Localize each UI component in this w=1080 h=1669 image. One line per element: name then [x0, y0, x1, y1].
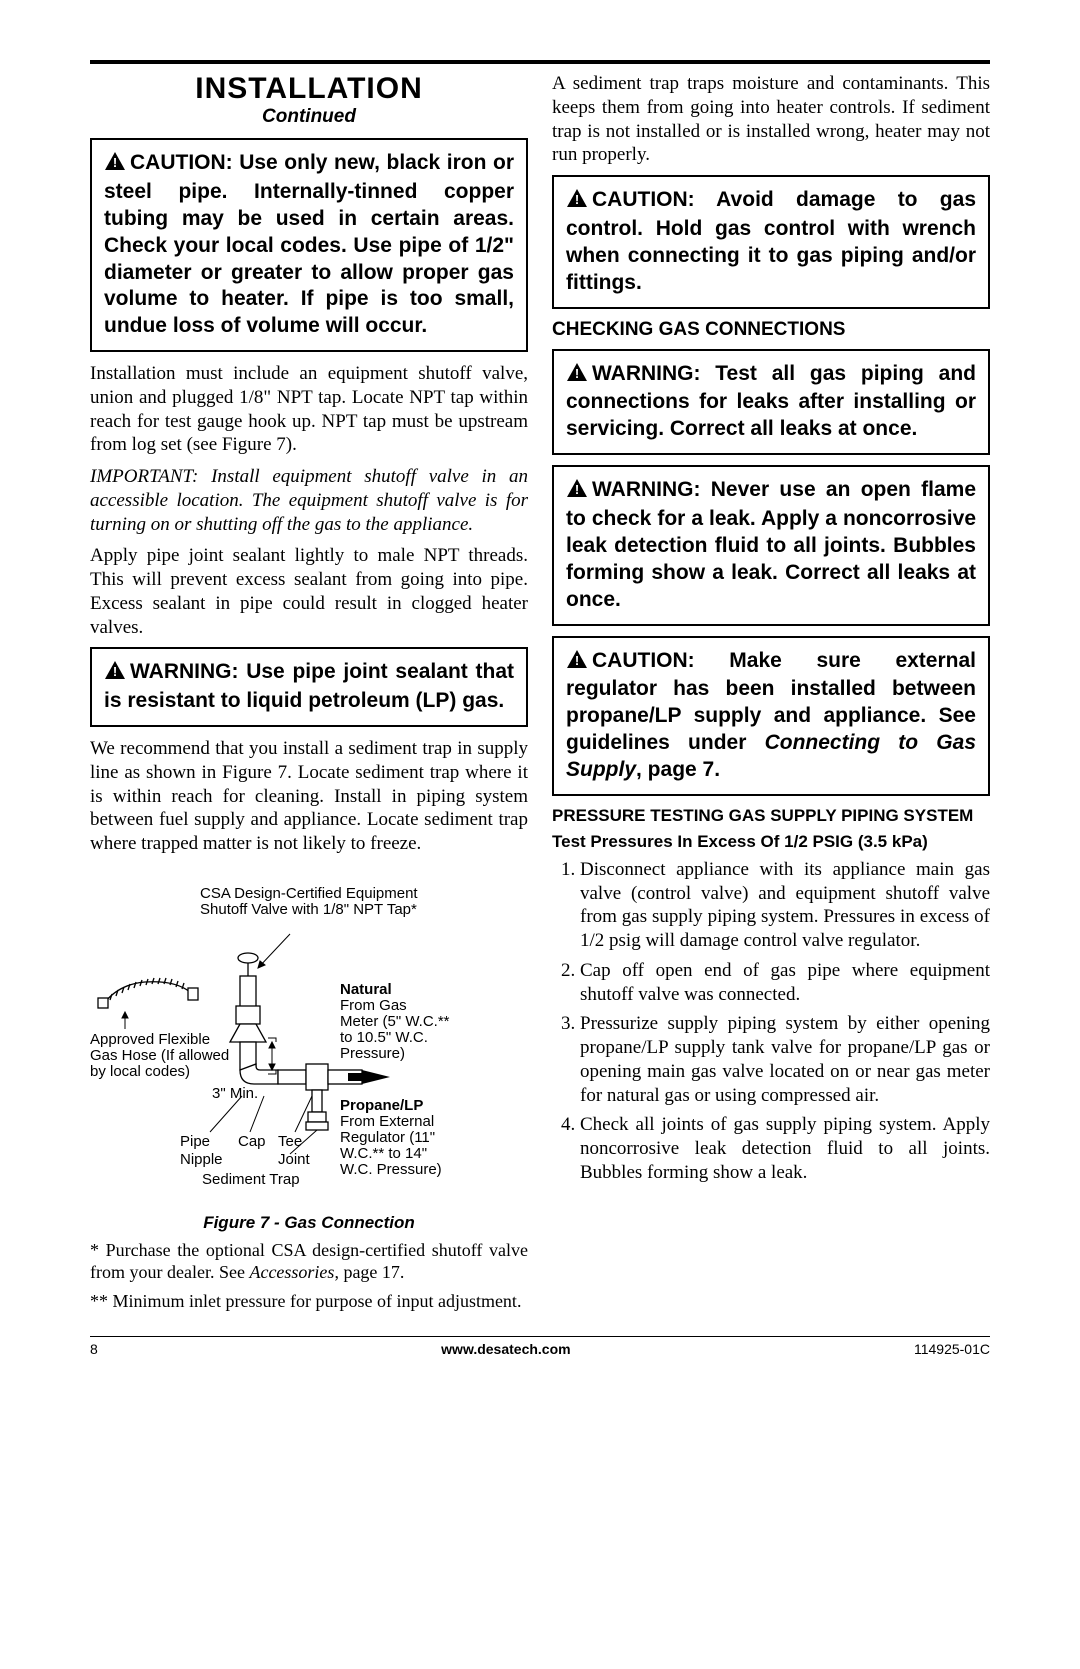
warning-box-test-piping: ! WARNING: Test all gas piping and conne…: [552, 349, 990, 456]
footer-site: www.desatech.com: [441, 1341, 570, 1357]
svg-text:!: !: [575, 366, 579, 381]
label-cap: Cap: [238, 1133, 266, 1150]
svg-text:!: !: [575, 653, 579, 668]
page-title: INSTALLATION: [90, 72, 528, 106]
label-natural-body: From GasMeter (5" W.C.**to 10.5" W.C.Pre…: [340, 997, 450, 1062]
gas-connection-diagram: CSA Design-Certified EquipmentShutoff Va…: [90, 864, 520, 1204]
install-para-2: Apply pipe joint sealant lightly to male…: [90, 544, 528, 639]
label-propane-body: From ExternalRegulator (11"W.C.** to 14"…: [340, 1113, 442, 1178]
content-columns: INSTALLATION Continued ! CAUTION: Use on…: [90, 72, 990, 1318]
caution-box-pipe: ! CAUTION: Use only new, black iron or s…: [90, 138, 528, 352]
caution-text: CAUTION: Use only new, black iron or ste…: [104, 151, 514, 337]
list-item: Cap off open end of gas pipe where equip…: [580, 959, 990, 1007]
footnote-1b: , page 17.: [334, 1262, 404, 1282]
caution-box-gas-control: ! CAUTION: Avoid damage to gas control. …: [552, 175, 990, 309]
page-footer: 8 www.desatech.com 114925-01C: [90, 1336, 990, 1357]
svg-text:!: !: [575, 192, 579, 207]
heading-pressure-testing: PRESSURE TESTING GAS SUPPLY PIPING SYSTE…: [552, 806, 990, 826]
svg-text:!: !: [113, 155, 117, 170]
label-propane-head: Propane/LP: [340, 1097, 423, 1114]
footnote-1: * Purchase the optional CSA design-certi…: [90, 1239, 528, 1284]
warning-text: WARNING: Never use an open flame to chec…: [566, 478, 976, 611]
warning-icon: !: [104, 660, 126, 688]
heading-test-pressures: Test Pressures In Excess Of 1/2 PSIG (3.…: [552, 832, 990, 852]
label-tee: Tee: [278, 1133, 302, 1150]
warning-text: WARNING: Test all gas piping and connect…: [566, 362, 976, 441]
svg-text:!: !: [113, 664, 117, 679]
warning-text: WARNING: Use pipe joint sealant that is …: [104, 660, 514, 712]
label-csa: CSA Design-Certified EquipmentShutoff Va…: [200, 885, 418, 918]
label-min: 3" Min.: [212, 1085, 258, 1102]
list-item: Check all joints of gas supply piping sy…: [580, 1113, 990, 1184]
figure-7: CSA Design-Certified EquipmentShutoff Va…: [90, 864, 528, 1233]
svg-text:!: !: [575, 482, 579, 497]
label-pipe: Pipe: [180, 1133, 210, 1150]
test-pressure-list: Disconnect appliance with its appliance …: [552, 858, 990, 1185]
label-natural-head: Natural: [340, 981, 392, 998]
warning-icon: !: [566, 188, 588, 216]
warning-icon: !: [566, 649, 588, 677]
heading-checking-connections: CHECKING GAS CONNECTIONS: [552, 319, 990, 341]
label-sediment: Sediment Trap: [202, 1171, 300, 1188]
sediment-para: A sediment trap traps moisture and conta…: [552, 72, 990, 167]
warning-box-sealant: ! WARNING: Use pipe joint sealant that i…: [90, 647, 528, 727]
list-item: Disconnect appliance with its appliance …: [580, 858, 990, 953]
caution-text: CAUTION: Avoid damage to gas control. Ho…: [566, 188, 976, 294]
top-rule: [90, 60, 990, 64]
label-hose: Approved FlexibleGas Hose (If allowedby …: [90, 1031, 229, 1080]
doc-code: 114925-01C: [914, 1341, 990, 1357]
install-para-1: Installation must include an equipment s…: [90, 362, 528, 457]
label-joint: Joint: [278, 1151, 311, 1168]
figure-caption: Figure 7 - Gas Connection: [90, 1213, 528, 1233]
caution-text-b: , page 7.: [636, 758, 720, 781]
list-item: Pressurize supply piping system by eithe…: [580, 1012, 990, 1107]
install-para-3: We recommend that you install a sediment…: [90, 737, 528, 856]
continued-label: Continued: [90, 106, 528, 128]
warning-box-open-flame: ! WARNING: Never use an open flame to ch…: [552, 465, 990, 625]
right-column: A sediment trap traps moisture and conta…: [552, 72, 990, 1318]
footnote-2: ** Minimum inlet pressure for purpose of…: [90, 1290, 528, 1313]
warning-icon: !: [104, 151, 126, 179]
left-column: INSTALLATION Continued ! CAUTION: Use on…: [90, 72, 528, 1318]
important-note: IMPORTANT: Install equipment shutoff val…: [90, 465, 528, 536]
caution-box-regulator: ! CAUTION: Make sure external regulator …: [552, 636, 990, 796]
footnote-1-em: Accessories: [249, 1262, 334, 1282]
label-nipple: Nipple: [180, 1151, 223, 1168]
important-label: IMPORTANT:: [90, 466, 198, 487]
warning-icon: !: [566, 362, 588, 390]
page-number: 8: [90, 1341, 98, 1357]
warning-icon: !: [566, 478, 588, 506]
